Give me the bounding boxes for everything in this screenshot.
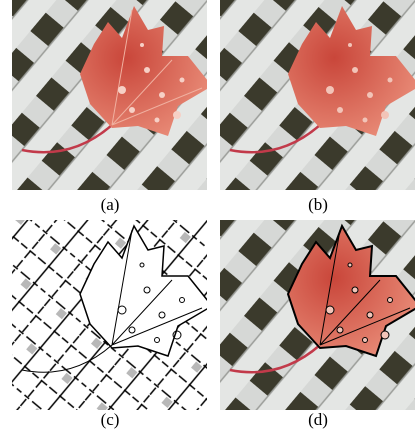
figure: (a) (b) (c) (d) xyxy=(0,0,419,433)
page: (a) (b) (c) (d) (() => { const data = JS… xyxy=(0,0,419,433)
caption: (c) xyxy=(101,410,120,429)
edge-map-c xyxy=(12,220,212,410)
photo-d xyxy=(220,220,419,410)
photo-b xyxy=(220,0,419,190)
caption: (b) xyxy=(308,195,328,214)
photo-a xyxy=(12,0,212,190)
caption: (d) xyxy=(308,410,328,429)
caption: (a) xyxy=(101,195,120,214)
